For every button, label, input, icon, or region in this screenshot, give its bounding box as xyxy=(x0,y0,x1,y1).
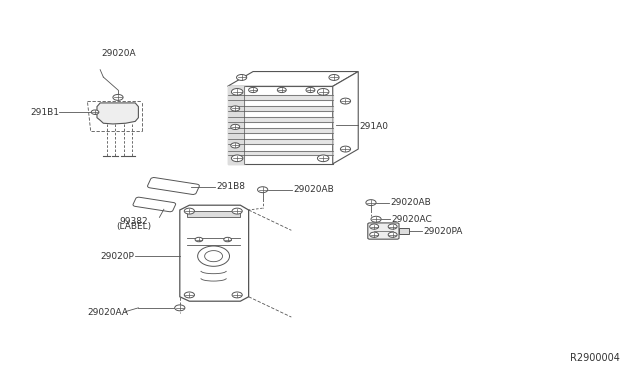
Circle shape xyxy=(232,89,243,95)
Circle shape xyxy=(232,155,243,161)
Circle shape xyxy=(113,94,123,100)
FancyBboxPatch shape xyxy=(133,197,176,212)
Circle shape xyxy=(277,87,286,93)
Circle shape xyxy=(195,237,203,242)
Circle shape xyxy=(329,74,339,80)
Circle shape xyxy=(248,87,257,93)
Text: 29020AB: 29020AB xyxy=(293,185,334,194)
Circle shape xyxy=(184,292,195,298)
Text: 29020P: 29020P xyxy=(100,251,134,261)
Polygon shape xyxy=(399,228,409,234)
Circle shape xyxy=(232,208,243,214)
Polygon shape xyxy=(180,205,248,301)
Circle shape xyxy=(231,124,240,129)
Circle shape xyxy=(370,232,379,237)
Circle shape xyxy=(317,89,329,95)
Circle shape xyxy=(175,305,185,311)
Polygon shape xyxy=(228,71,358,86)
Polygon shape xyxy=(97,103,138,124)
Circle shape xyxy=(371,216,381,222)
Text: 29020A: 29020A xyxy=(101,49,136,58)
Text: 29020AB: 29020AB xyxy=(390,198,431,207)
Circle shape xyxy=(92,110,99,114)
Text: 291A0: 291A0 xyxy=(360,122,388,131)
Circle shape xyxy=(257,187,268,193)
Circle shape xyxy=(388,232,397,237)
Text: 29020AC: 29020AC xyxy=(392,215,432,224)
Polygon shape xyxy=(368,223,399,239)
Circle shape xyxy=(317,155,329,161)
Circle shape xyxy=(232,292,243,298)
Circle shape xyxy=(370,224,379,229)
Text: 291B8: 291B8 xyxy=(216,182,245,191)
Text: 291B1: 291B1 xyxy=(30,108,59,117)
Polygon shape xyxy=(94,110,96,114)
Circle shape xyxy=(224,237,232,242)
Circle shape xyxy=(237,74,246,80)
FancyBboxPatch shape xyxy=(188,211,240,217)
Circle shape xyxy=(231,106,240,111)
Circle shape xyxy=(184,208,195,214)
Polygon shape xyxy=(228,86,333,164)
Circle shape xyxy=(366,200,376,206)
Text: 29020PA: 29020PA xyxy=(423,227,463,236)
Circle shape xyxy=(340,146,351,152)
Polygon shape xyxy=(333,71,358,164)
Text: R2900004: R2900004 xyxy=(570,353,620,363)
Circle shape xyxy=(388,224,397,229)
Circle shape xyxy=(306,87,315,93)
Circle shape xyxy=(231,143,240,148)
FancyBboxPatch shape xyxy=(147,177,200,195)
Circle shape xyxy=(340,98,351,104)
Text: 29020AA: 29020AA xyxy=(88,308,129,317)
Text: (LABEL): (LABEL) xyxy=(116,222,152,231)
Text: 99382: 99382 xyxy=(120,217,148,225)
